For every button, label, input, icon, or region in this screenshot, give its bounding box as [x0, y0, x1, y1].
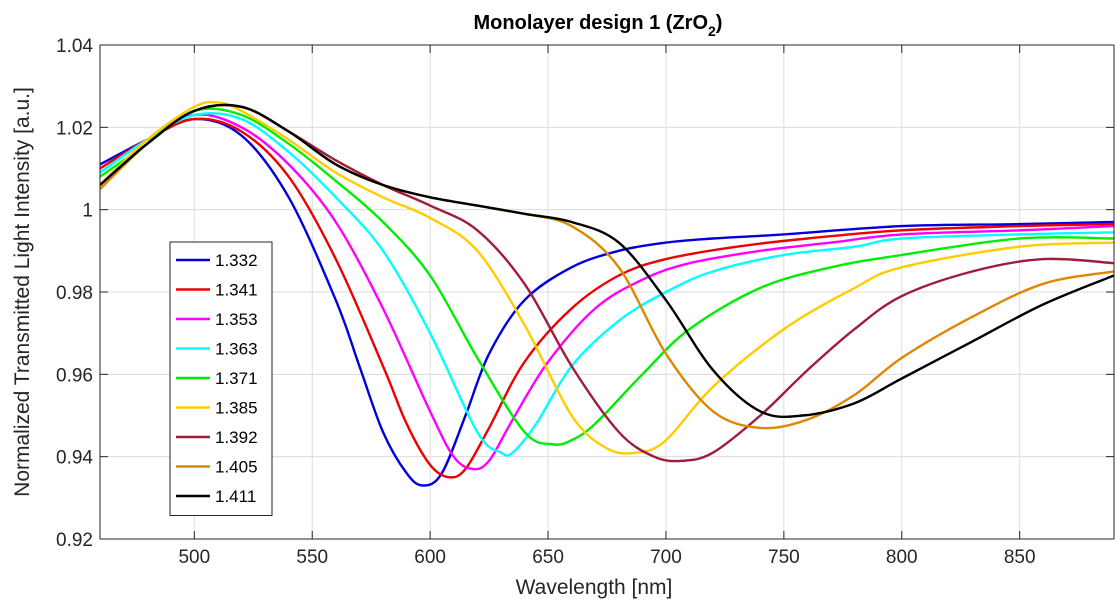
legend-label: 1.332: [215, 251, 258, 270]
series-line-1.353: [100, 113, 1114, 471]
legend-label: 1.392: [215, 428, 258, 447]
x-tick-label: 550: [296, 547, 328, 568]
series-line-1.341: [100, 117, 1114, 479]
legend-label: 1.353: [215, 310, 258, 329]
chart-title-subscript: 2: [708, 23, 716, 39]
y-tick-label: 1.02: [56, 118, 93, 139]
series-line-1.371: [100, 107, 1114, 446]
tick-labels: 500 550 600 650 700 750 800 850 0.92 0.94 0.96 0.98…: [56, 36, 1114, 568]
y-tick-label: 1: [82, 201, 93, 222]
legend-label: 1.385: [215, 399, 258, 418]
series-line-1.332: [100, 117, 1114, 487]
x-axis-label: Wavelength [nm]: [516, 576, 673, 599]
y-tick-label: 0.98: [56, 283, 93, 304]
chart-title-suffix: ): [716, 12, 723, 34]
legend-label: 1.341: [215, 281, 258, 300]
x-tick-label: 800: [886, 547, 918, 568]
x-tick-label: 750: [768, 547, 800, 568]
x-tick-label: 500: [178, 547, 210, 568]
series-line-1.411: [100, 103, 1114, 418]
series-line-1.363: [100, 111, 1114, 457]
legend-label: 1.363: [215, 340, 258, 359]
x-tick-label: 600: [414, 547, 446, 568]
y-tick-label: 0.92: [56, 530, 93, 551]
series-lines: [100, 100, 1114, 487]
x-tick-label: 850: [1004, 547, 1036, 568]
x-tick-label: 700: [650, 547, 682, 568]
chart-title: Monolayer design 1 (ZrO2): [474, 12, 723, 39]
y-tick-label: 0.94: [56, 448, 93, 469]
y-tick-label: 0.96: [56, 365, 93, 386]
y-axis-label: Normalized Transmitted Light Intensity […: [11, 87, 34, 497]
legend-label: 1.411: [215, 487, 256, 506]
legend: 1.332 1.341 1.353 1.363 1.371 1.385 1.392 1.405…: [169, 241, 273, 516]
y-tick-label: 1.04: [56, 36, 93, 57]
x-tick-label: 650: [532, 547, 564, 568]
legend-label: 1.405: [215, 458, 258, 477]
chart-title-main: Monolayer design 1 (ZrO: [474, 12, 708, 34]
legend-label: 1.371: [215, 369, 258, 388]
